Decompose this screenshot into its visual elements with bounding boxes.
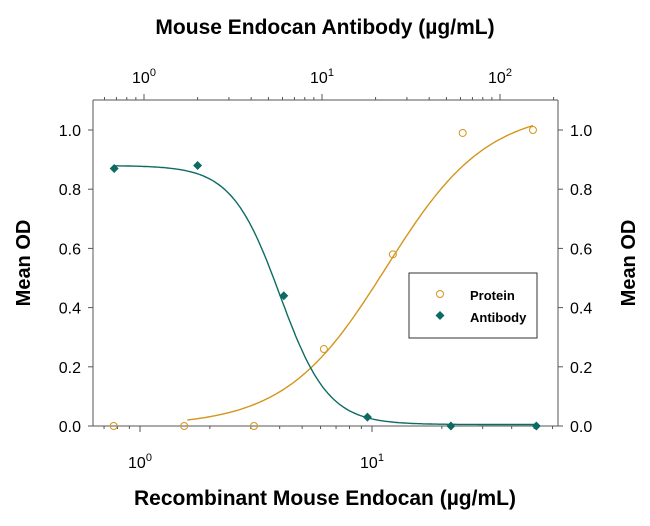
antibody-point (362, 412, 372, 422)
antibody-point (109, 163, 119, 173)
protein-point (319, 345, 328, 354)
bottom-x-tick-label: 100 (128, 452, 152, 472)
y-tick-label-right: 1.0 (570, 123, 592, 140)
antibody-marker-icon (435, 311, 445, 320)
protein-point (180, 422, 189, 430)
top-x-tick-label: 102 (488, 67, 512, 87)
y-tick-label: 0.2 (59, 360, 81, 377)
y-tick-label: 0.4 (59, 301, 81, 318)
antibody-point (531, 421, 541, 431)
protein-point (249, 422, 258, 430)
y-tick-label-right: 0.8 (570, 182, 592, 199)
top-x-tick-label: 101 (310, 67, 334, 87)
fit-curves (114, 124, 536, 426)
protein-point (388, 250, 397, 259)
bottom-x-tick-label: 101 (360, 452, 384, 472)
antibody-fit-curve (114, 165, 536, 426)
legend-protein-label: Protein (470, 288, 515, 303)
bottom-axis-title: Recombinant Mouse Endocan (µg/mL) (134, 487, 516, 510)
y-tick-label-right: 0.6 (570, 241, 592, 258)
protein-fit-curve (187, 124, 534, 421)
y-tick-label-right: 0.4 (570, 301, 592, 318)
y-tick-label-right: 0.2 (570, 360, 592, 377)
protein-point (458, 128, 467, 137)
y-tick-label: 1.0 (59, 123, 81, 140)
top-x-tick-label: 100 (132, 67, 156, 87)
plot-axes: 0.0 0.0 0.2 0.2 0.4 0.4 0.6 0.6 0.8 0.8 1.0 1.0 100 1… (59, 67, 593, 472)
right-y-axis-title: Mean OD (618, 220, 640, 307)
antibody-point (193, 161, 203, 171)
protein-point (528, 126, 537, 134)
y-tick-label: 0.8 (59, 182, 81, 199)
legend: Protein Antibody (408, 272, 538, 339)
y-tick-label: 0.0 (59, 419, 81, 436)
protein-marker-icon (436, 290, 444, 298)
protein-point (109, 422, 118, 430)
y-tick-label-right: 0.0 (570, 419, 592, 436)
y-tick-label: 0.6 (59, 241, 81, 258)
left-y-axis-title: Mean OD (13, 220, 35, 307)
data-points (109, 126, 541, 431)
antibody-point (279, 291, 289, 301)
top-axis-title: Mouse Endocan Antibody (µg/mL) (155, 16, 494, 39)
legend-antibody-label: Antibody (470, 310, 527, 325)
antibody-point (446, 421, 456, 431)
